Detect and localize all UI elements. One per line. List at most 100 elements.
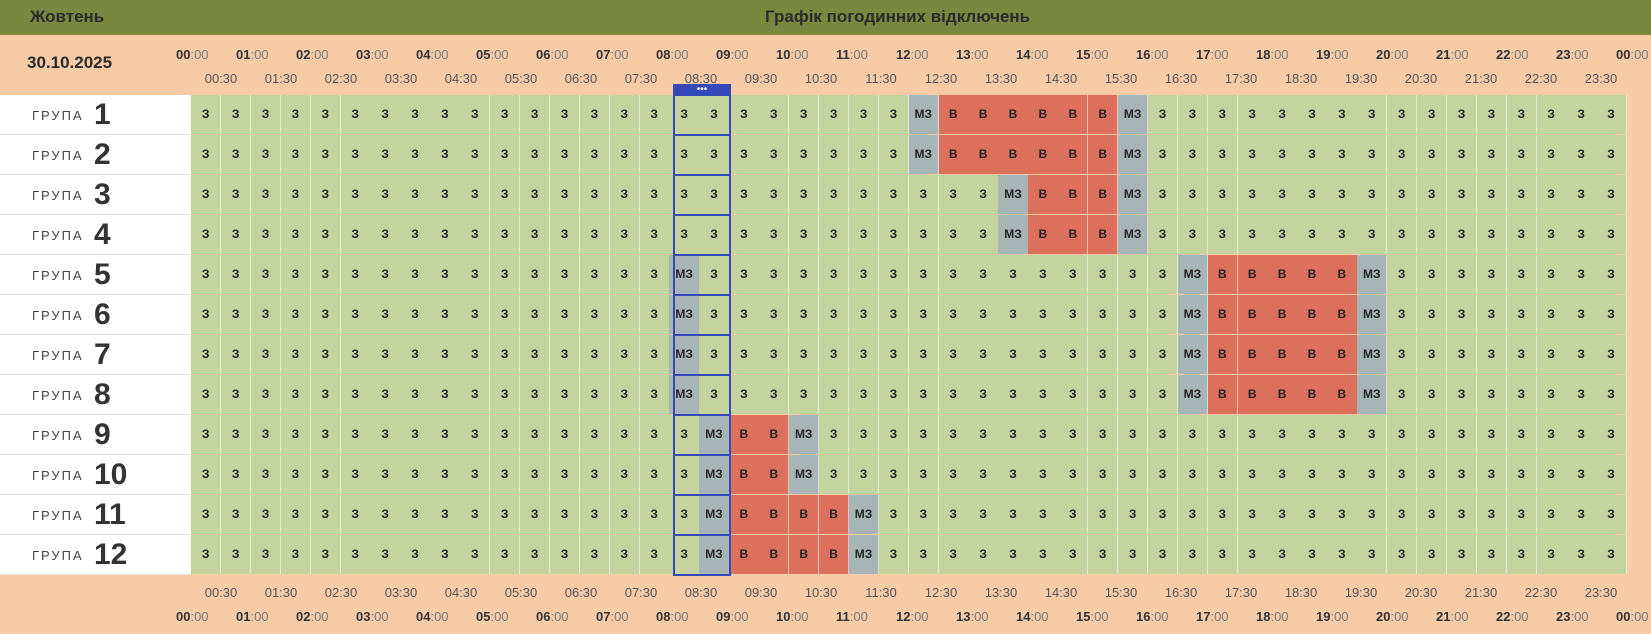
now-line [673, 94, 731, 96]
hour-tick: 00:00 [1616, 47, 1649, 62]
schedule-cell: З [1177, 495, 1209, 534]
schedule-cell: З [848, 335, 880, 374]
schedule-cell: З [400, 455, 431, 494]
schedule-cell: З [1446, 175, 1478, 214]
schedule-cell: З [430, 135, 461, 174]
schedule-cell: З [1506, 495, 1537, 534]
group-number: 9 [94, 418, 111, 451]
schedule-cell: З [1446, 95, 1478, 134]
schedule-cell: В [1207, 255, 1238, 294]
schedule-cell: З [639, 375, 670, 414]
schedule-cell: З [400, 415, 431, 454]
schedule-cell: З [579, 95, 611, 134]
schedule-cell: З [1267, 495, 1298, 534]
schedule-cell: З [340, 95, 371, 134]
schedule-cell: МЗ [1177, 255, 1209, 294]
schedule-cell: З [968, 215, 999, 254]
hour-tick: 16:00 [1136, 47, 1169, 62]
schedule-cell: В [1327, 375, 1358, 414]
schedule-cell: З [400, 215, 431, 254]
half-hour-tick: 16:30 [1164, 585, 1198, 600]
schedule-cell: МЗ [1357, 335, 1388, 374]
schedule-cell: З [759, 135, 790, 174]
schedule-cell: З [1596, 95, 1627, 134]
schedule-cell: З [729, 335, 760, 374]
half-hour-tick: 22:30 [1524, 71, 1558, 86]
hour-tick: 16:00 [1136, 609, 1169, 624]
schedule-cell: З [1117, 455, 1149, 494]
half-hour-tick: 05:30 [504, 585, 538, 600]
hour-tick: 22:00 [1496, 47, 1529, 62]
schedule-cell: З [1476, 95, 1508, 134]
schedule-cell: В [1207, 295, 1238, 334]
schedule-cell: З [878, 335, 910, 374]
schedule-cell: З [430, 455, 461, 494]
schedule-date: 30.10.2025 [27, 53, 113, 72]
schedule-cell: З [789, 135, 820, 174]
schedule-cell: З [1446, 455, 1478, 494]
half-hour-tick: 10:30 [804, 585, 838, 600]
schedule-cell: З [490, 495, 521, 534]
schedule-cell: З [220, 415, 252, 454]
schedule-cell: З [1446, 335, 1478, 374]
schedule-cell: З [460, 255, 491, 294]
schedule-cell: З [1237, 175, 1268, 214]
schedule-cell: З [250, 95, 282, 134]
schedule-cell: З [340, 175, 371, 214]
schedule-cell: З [1476, 535, 1508, 574]
schedule-cell: З [1207, 175, 1238, 214]
schedule-cell: З [1416, 135, 1448, 174]
half-hour-tick: 14:30 [1044, 585, 1078, 600]
schedule-cell: З [1387, 455, 1418, 494]
hour-tick: 00:00 [176, 609, 209, 624]
schedule-cell: З [789, 175, 820, 214]
schedule-cell: З [908, 335, 939, 374]
schedule-cell: З [1117, 495, 1149, 534]
schedule-cell: З [280, 295, 312, 334]
schedule-cell: З [609, 175, 640, 214]
hour-tick: 09:00 [716, 609, 749, 624]
schedule-cell: В [1297, 295, 1328, 334]
hour-tick: 07:00 [596, 47, 629, 62]
schedule-cell: З [1147, 495, 1179, 534]
schedule-cell: МЗ [998, 215, 1029, 254]
schedule-cell: З [1387, 215, 1418, 254]
schedule-cell: З [519, 415, 551, 454]
schedule-cell: З [759, 375, 790, 414]
schedule-cell: З [818, 135, 850, 174]
schedule-cell: З [579, 175, 611, 214]
schedule-cell: З [938, 215, 969, 254]
schedule-cell: З [1596, 535, 1627, 574]
schedule-cell: З [460, 295, 491, 334]
schedule-cell: З [1147, 415, 1179, 454]
half-hour-tick: 13:30 [984, 585, 1018, 600]
schedule-cell: З [1147, 455, 1179, 494]
schedule-cell: З [490, 535, 521, 574]
schedule-cell: В [1267, 295, 1298, 334]
group-number: 10 [94, 458, 128, 491]
schedule-cell: З [1446, 295, 1478, 334]
schedule-cell: З [1058, 415, 1089, 454]
schedule-cell: З [1536, 175, 1567, 214]
schedule-cell: З [280, 535, 312, 574]
schedule-cell: З [370, 375, 401, 414]
schedule-cell: З [460, 135, 491, 174]
schedule-cell: З [1536, 495, 1567, 534]
schedule-cell: З [818, 375, 850, 414]
schedule-cell: З [549, 95, 581, 134]
schedule-cell: З [1028, 415, 1059, 454]
schedule-cell: З [1267, 455, 1298, 494]
schedule-cell: З [1357, 535, 1388, 574]
schedule-cell: З [908, 375, 939, 414]
schedule-cell: З [340, 295, 371, 334]
schedule-cell: З [310, 295, 341, 334]
schedule-cell: З [609, 335, 640, 374]
schedule-cell: З [818, 455, 850, 494]
schedule-cell: В [1237, 335, 1268, 374]
schedule-cell: З [818, 175, 850, 214]
schedule-cell: З [848, 95, 880, 134]
hour-tick: 18:00 [1256, 47, 1289, 62]
schedule-cell: З [908, 175, 939, 214]
schedule-cell: З [968, 535, 999, 574]
schedule-cell: З [400, 495, 431, 534]
